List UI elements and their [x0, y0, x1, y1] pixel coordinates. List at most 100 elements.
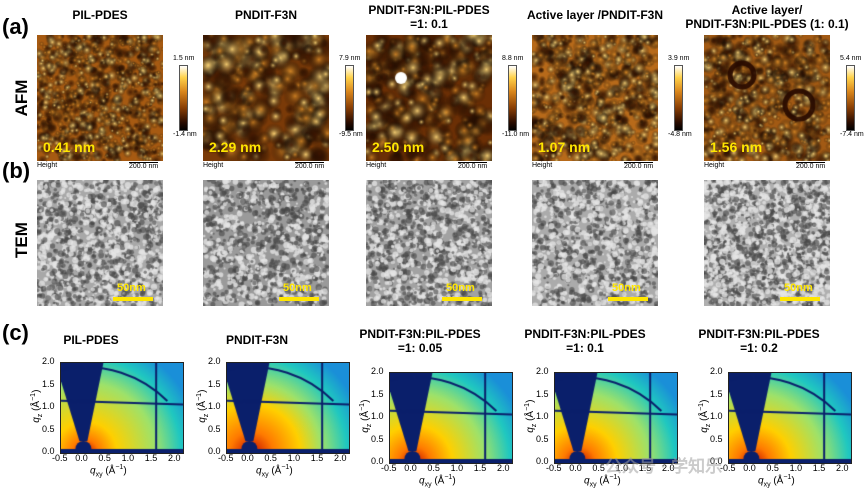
qz-close: ): [31, 389, 43, 393]
qz-close: ): [360, 399, 372, 403]
giwaxs-intensity-map: [390, 373, 512, 463]
afm-rms-value: 1.56 nm: [710, 139, 763, 155]
giwaxs-intensity-map: [555, 373, 677, 463]
giwaxs-y-tick: 0.0: [42, 446, 55, 456]
qz-symbol: q: [197, 417, 209, 423]
qz-symbol: q: [360, 427, 372, 433]
tem-texture: [203, 180, 329, 306]
giwaxs-y-tick: 0.0: [710, 456, 723, 466]
qxy-close: ): [289, 465, 293, 477]
qz-subscript: z: [531, 423, 539, 428]
afm-height-caption: Height: [203, 162, 224, 169]
giwaxs-x-tick: -0.5: [546, 463, 562, 473]
afm-colorbar-max: 1.5 nm: [173, 55, 195, 62]
qxy-unit: (Å: [268, 465, 282, 477]
tem-scale-bar: [608, 297, 648, 301]
giwaxs-title-1: PIL-PDES: [0, 333, 192, 347]
qz-unit: (Å: [525, 410, 537, 424]
giwaxs-x-tick: 2.0: [662, 463, 675, 473]
tem-scale-label: 50nm: [117, 282, 146, 294]
qz-exponent: −1: [358, 402, 366, 411]
afm-title-line1: Active layer/: [731, 3, 803, 17]
qxy-close: ): [617, 475, 621, 487]
qxy-unit: (Å: [102, 465, 116, 477]
afm-colorbar: [508, 65, 517, 131]
afm-colorbar: [674, 65, 683, 131]
giwaxs-x-tick: 2.0: [168, 453, 181, 463]
tem-scale-bar: [780, 297, 820, 301]
afm-image-2: 2.29 nm: [203, 35, 329, 161]
giwaxs-y-tick: 0.5: [710, 433, 723, 444]
qxy-close: ): [123, 465, 127, 477]
afm-height-caption: Height: [704, 162, 725, 169]
giwaxs-y-tick: 0.5: [42, 423, 55, 434]
giwaxs-x-tick: 2.0: [497, 463, 510, 473]
afm-topography-texture: [366, 35, 492, 161]
giwaxs-x-tick: -0.5: [218, 453, 234, 463]
tem-texture: [37, 180, 163, 306]
afm-rms-value: 2.29 nm: [209, 139, 262, 155]
qz-exponent: −1: [29, 392, 37, 401]
afm-title-line1: Active layer /PNDIT-F3N: [526, 8, 664, 22]
qz-close: ): [525, 399, 537, 403]
qz-unit: (Å: [699, 410, 711, 424]
giwaxs-pattern-1: [60, 362, 184, 454]
giwaxs-y-tick: 2.0: [536, 366, 549, 376]
afm-scale-caption: 200.0 nm: [624, 162, 654, 170]
qxy-exponent: −1: [115, 464, 124, 471]
giwaxs-x-axis-label: qxy (Å−1): [256, 464, 293, 478]
tem-image-4: 50nm: [532, 180, 658, 306]
giwaxs-x-tick: 1.5: [310, 453, 324, 463]
giwaxs-y-tick: 0.5: [536, 433, 549, 444]
afm-colorbar-max: 3.9 nm: [668, 55, 690, 62]
afm-image-1: 0.41 nm: [37, 35, 163, 161]
giwaxs-x-tick: -0.5: [381, 463, 397, 473]
afm-topography-texture: [532, 35, 658, 161]
giwaxs-y-tick: 1.5: [371, 388, 384, 399]
giwaxs-title-line1: PIL-PDES: [63, 333, 119, 347]
afm-colorbar-min: -11.0 nm: [502, 131, 530, 138]
afm-rms-value: 0.41 nm: [43, 139, 96, 155]
qz-unit: (Å: [360, 410, 372, 424]
afm-title-4: Active layer /PNDIT-F3N: [492, 8, 698, 22]
giwaxs-x-tick: 0.0: [241, 453, 254, 463]
qxy-subscript: xy: [95, 471, 103, 479]
giwaxs-y-tick: 1.0: [536, 411, 549, 421]
giwaxs-x-axis-label: qxy (Å−1): [90, 464, 127, 478]
afm-topography-texture: [704, 35, 830, 161]
afm-image-5: 1.56 nm: [704, 35, 830, 161]
giwaxs-title-line2: =1: 0.1: [566, 341, 604, 355]
qxy-symbol: q: [256, 465, 262, 477]
giwaxs-x-tick: 0.0: [404, 463, 417, 473]
row-label-tem: TEM: [12, 222, 31, 258]
giwaxs-title-3: PNDIT-F3N:PIL-PDES =1: 0.05: [319, 327, 521, 355]
afm-scale-caption: 200.0 nm: [295, 162, 325, 170]
afm-colorbar: [345, 65, 354, 131]
giwaxs-y-axis-label: qz (Å−1): [698, 391, 712, 441]
afm-rms-value: 2.50 nm: [372, 139, 425, 155]
tem-scale-bar: [113, 297, 153, 301]
tem-image-1: 50nm: [37, 180, 163, 306]
qxy-symbol: q: [419, 475, 425, 487]
qz-subscript: z: [203, 413, 211, 418]
giwaxs-y-tick: 1.0: [710, 411, 723, 421]
qz-subscript: z: [37, 413, 45, 418]
giwaxs-title-5: PNDIT-F3N:PIL-PDES =1: 0.2: [658, 327, 860, 355]
giwaxs-x-tick: 1.5: [638, 463, 652, 473]
afm-title-5: Active layer/PNDIT-F3N:PIL-PDES (1: 0.1): [664, 3, 865, 31]
qz-symbol: q: [525, 427, 537, 433]
giwaxs-x-tick: 0.5: [98, 453, 111, 463]
tem-image-2: 50nm: [203, 180, 329, 306]
row-label-afm: AFM: [12, 79, 31, 117]
tem-texture: [366, 180, 492, 306]
qxy-exponent: −1: [783, 474, 792, 481]
afm-colorbar-min: -9.5 nm: [339, 131, 363, 138]
giwaxs-title-line1: PNDIT-F3N:PIL-PDES: [359, 327, 481, 341]
giwaxs-x-tick: 1.0: [615, 463, 629, 473]
afm-rms-value: 1.07 nm: [538, 139, 591, 155]
afm-title-line1: PIL-PDES: [72, 8, 128, 22]
afm-topography-texture: [37, 35, 163, 161]
tem-texture: [532, 180, 658, 306]
giwaxs-y-tick: 1.0: [371, 411, 384, 421]
panel-label-a: (a): [2, 14, 29, 39]
